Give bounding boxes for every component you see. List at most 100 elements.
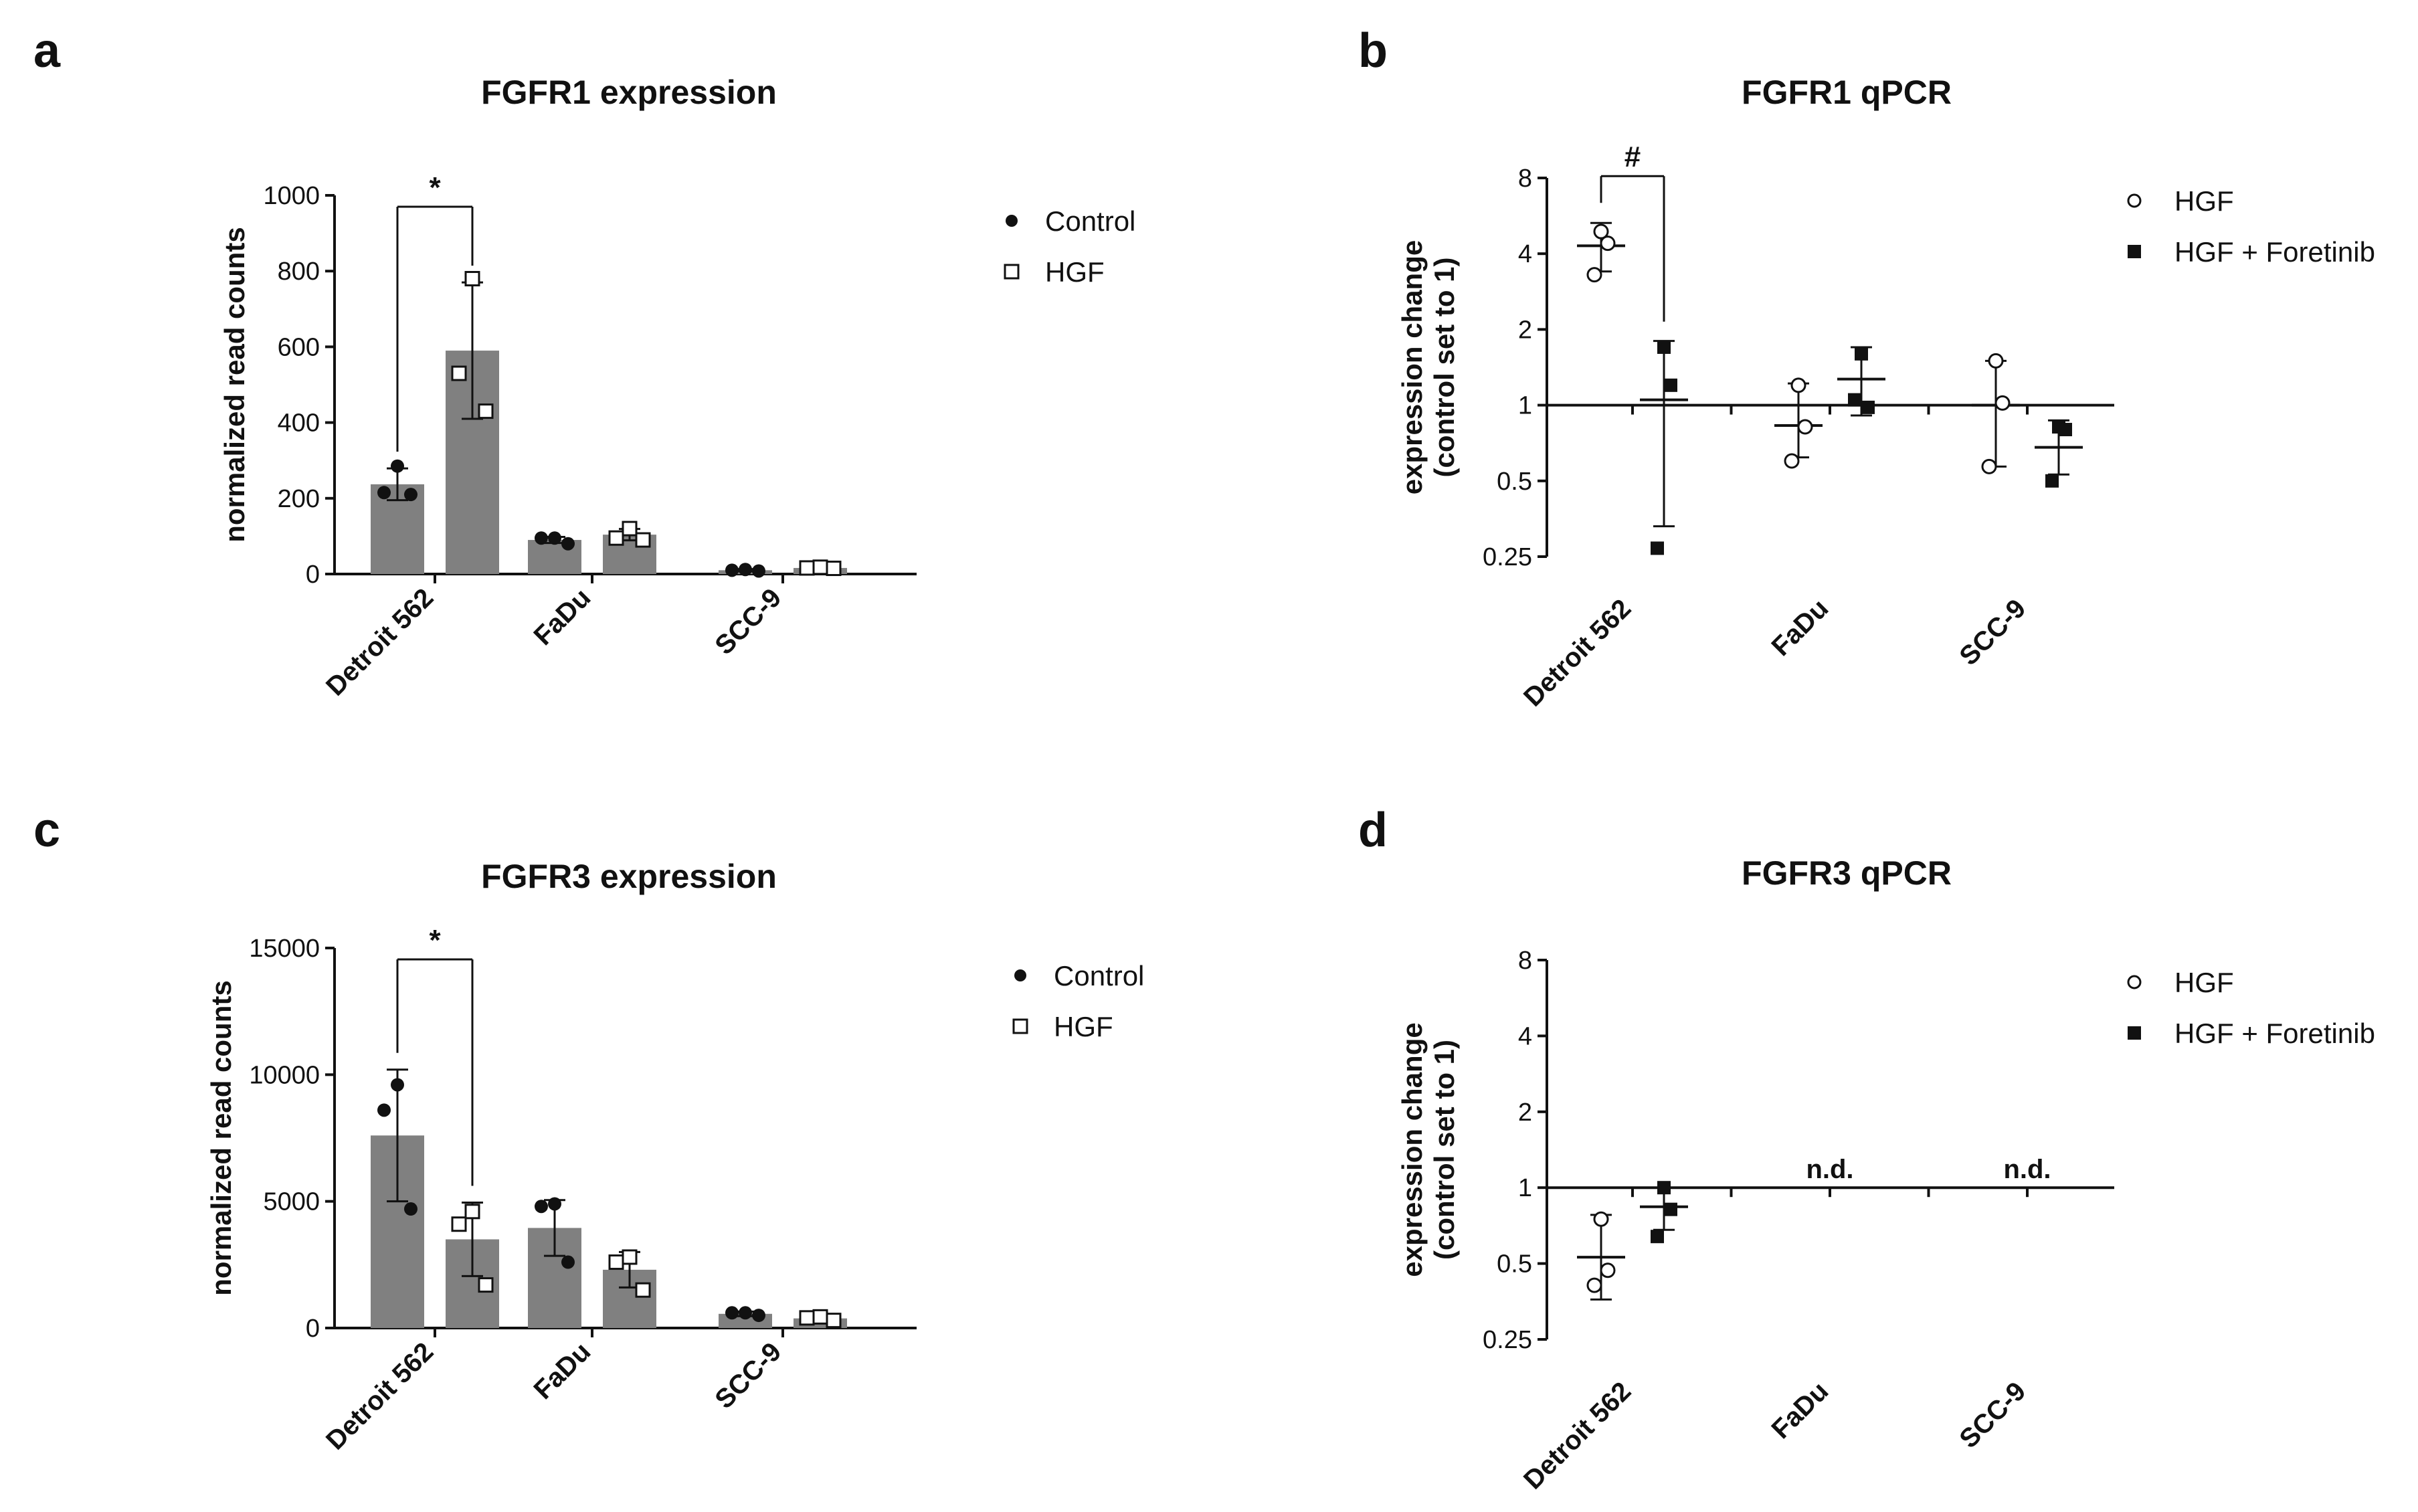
data-point — [725, 563, 739, 577]
y-axis-label-line: expression change — [1396, 1022, 1428, 1277]
y-tick-label: 15000 — [249, 935, 320, 963]
panel-c-title: FGFR3 expression — [481, 858, 777, 895]
data-point — [391, 1078, 404, 1092]
legend-label: HGF — [2174, 967, 2234, 998]
legend-marker — [2127, 193, 2142, 208]
data-point — [812, 1309, 828, 1325]
y-tick-label: 600 — [278, 333, 320, 361]
significance-marker: * — [429, 171, 441, 204]
y-tick-label: 4 — [1518, 240, 1532, 268]
y-tick-label: 10000 — [249, 1061, 320, 1089]
data-point — [377, 1103, 391, 1117]
data-point — [725, 1306, 739, 1320]
legend-marker — [1012, 1018, 1028, 1034]
panel-a-title: FGFR1 expression — [481, 74, 777, 111]
data-point — [478, 1277, 494, 1293]
data-point — [404, 1202, 417, 1216]
legend-label: HGF — [2174, 185, 2234, 217]
data-point — [535, 1200, 548, 1214]
data-point — [548, 1197, 561, 1211]
y-tick-label: 4 — [1518, 1022, 1532, 1050]
data-point — [2059, 423, 2072, 437]
y-axis-label-line: expression change — [1396, 240, 1428, 494]
data-point — [1593, 223, 1609, 240]
data-point — [608, 1254, 624, 1270]
data-point — [752, 1309, 765, 1323]
legend-label: HGF — [1045, 256, 1105, 288]
data-point — [799, 560, 815, 576]
legend-label: HGF + Foretinib — [2174, 1018, 2375, 1049]
panel-d-letter: d — [1358, 804, 1388, 857]
panel-c: c FGFR3 expression 050001000015000Detroi… — [33, 804, 1144, 1456]
panel-c-letter: c — [33, 804, 60, 857]
y-tick-label: 0.5 — [1497, 468, 1532, 496]
panel-a: a FGFR1 expression 02004006008001000Detr… — [33, 24, 1135, 702]
data-point — [1988, 353, 2004, 369]
data-point — [1657, 340, 1671, 354]
data-point — [1586, 1277, 1602, 1293]
data-point — [635, 1282, 651, 1298]
data-point — [404, 488, 417, 502]
panel-b-letter: b — [1358, 24, 1388, 78]
y-tick-label: 0.25 — [1483, 543, 1532, 571]
not-detected-label: n.d. — [2003, 1155, 2051, 1184]
data-point — [535, 531, 548, 545]
data-point — [1586, 267, 1602, 283]
y-tick-label: 1000 — [263, 182, 320, 210]
legend-marker — [2128, 1026, 2141, 1040]
data-point — [622, 521, 638, 537]
data-point — [451, 365, 467, 381]
data-point — [1994, 395, 2011, 411]
y-tick-label: 0.25 — [1483, 1326, 1532, 1354]
y-axis-label: normalized read counts — [205, 980, 237, 1295]
data-point — [2045, 474, 2059, 488]
legend-marker — [1004, 264, 1020, 280]
data-point — [608, 530, 624, 546]
y-tick-label: 2 — [1518, 1099, 1532, 1127]
y-tick-label: 2 — [1518, 316, 1532, 344]
data-point — [622, 1249, 638, 1265]
y-tick-label: 200 — [278, 485, 320, 513]
data-point — [1593, 1211, 1609, 1227]
data-point — [752, 564, 765, 578]
data-point — [451, 1216, 467, 1232]
data-point — [561, 1255, 575, 1269]
legend-marker — [2127, 975, 2142, 989]
data-point — [1784, 453, 1800, 469]
data-point — [1664, 1202, 1677, 1216]
y-axis-label: normalized read counts — [219, 227, 250, 542]
not-detected-label: n.d. — [1806, 1155, 1853, 1184]
y-tick-label: 0 — [306, 561, 320, 589]
data-point — [1848, 393, 1861, 407]
data-point — [1651, 541, 1664, 555]
data-point — [377, 486, 391, 500]
data-point — [1664, 378, 1677, 392]
panel-d-title: FGFR3 qPCR — [1742, 854, 1952, 892]
legend-marker — [2128, 245, 2141, 258]
significance-marker: * — [429, 924, 441, 957]
y-tick-label: 0.5 — [1497, 1250, 1532, 1279]
data-point — [1657, 1181, 1671, 1195]
y-tick-label: 0 — [306, 1315, 320, 1343]
data-point — [1855, 347, 1868, 361]
legend-label: Control — [1045, 205, 1135, 237]
data-point — [826, 561, 842, 577]
legend-marker — [1014, 969, 1026, 981]
data-point — [1981, 458, 1997, 474]
data-point — [391, 459, 404, 473]
data-point — [464, 271, 480, 287]
y-tick-label: 1 — [1518, 1174, 1532, 1202]
y-tick-label: 1 — [1518, 392, 1532, 420]
legend-label: HGF + Foretinib — [2174, 236, 2375, 268]
legend-marker — [1006, 215, 1018, 227]
data-point — [635, 532, 651, 548]
data-point — [1651, 1230, 1664, 1244]
data-point — [561, 537, 575, 551]
data-point — [1861, 400, 1875, 414]
data-point — [812, 559, 828, 575]
y-tick-label: 8 — [1518, 947, 1532, 975]
data-point — [548, 531, 561, 545]
